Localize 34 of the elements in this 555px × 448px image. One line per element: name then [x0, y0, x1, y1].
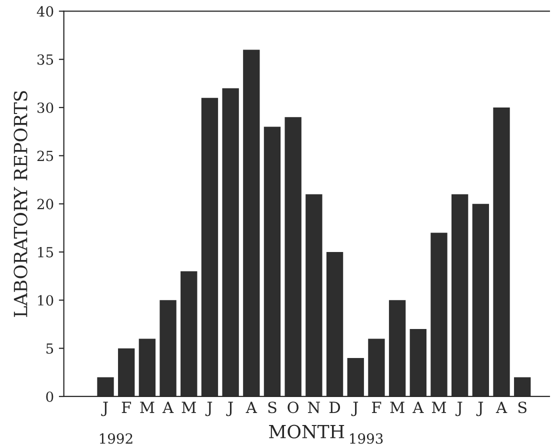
y-tick-label: 20	[37, 198, 54, 210]
text: 1992	[100, 433, 132, 444]
y-tick-label: 30	[37, 102, 54, 113]
x-tick-label: J	[455, 402, 462, 416]
y-tick-label: 0	[46, 391, 54, 402]
x-tick-label: M	[140, 402, 154, 413]
x-tick-label: J	[226, 402, 233, 416]
x-tick-label: S	[268, 402, 276, 414]
x-tick-label: J	[101, 402, 108, 416]
x-axis-title: MONTH	[269, 424, 344, 438]
x-tick-label: A	[246, 402, 258, 413]
y-tick-label: 25	[37, 150, 54, 162]
x-tick-label: F	[122, 402, 132, 413]
x-tick-label: D	[329, 402, 340, 413]
x-tick-label: J	[351, 402, 358, 416]
x-tick-label: S	[518, 402, 526, 414]
x-tick-label: N	[308, 402, 320, 414]
y-tick-label: 5	[46, 343, 54, 354]
text: 1993	[350, 433, 383, 444]
y-axis-title: LABORATORY REPORTS	[14, 91, 28, 317]
x-tick-label: F	[372, 402, 382, 413]
x-tick-label: J	[476, 402, 484, 416]
x-tick-label: O	[288, 402, 299, 414]
y-tick-label: 35	[37, 54, 54, 65]
x-tick-label: A	[412, 402, 424, 413]
x-tick-label: M	[432, 402, 446, 413]
x-tick-label: A	[496, 402, 508, 413]
x-tick-label: M	[182, 402, 196, 413]
y-tick-label: 10	[38, 295, 54, 306]
y-tick-label: 15	[38, 246, 54, 258]
x-tick-label: M	[390, 402, 404, 413]
x-tick-label: A	[162, 402, 174, 413]
y-tick-label: 40	[36, 6, 54, 17]
x-tick-label: J	[205, 402, 212, 416]
